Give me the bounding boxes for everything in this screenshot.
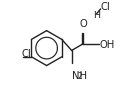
Text: H: H: [93, 12, 100, 21]
Text: OH: OH: [99, 40, 115, 50]
Text: Cl: Cl: [100, 2, 110, 12]
Text: 2: 2: [77, 72, 82, 81]
Text: NH: NH: [72, 71, 87, 81]
Text: Cl: Cl: [21, 49, 31, 59]
Text: O: O: [80, 19, 87, 29]
